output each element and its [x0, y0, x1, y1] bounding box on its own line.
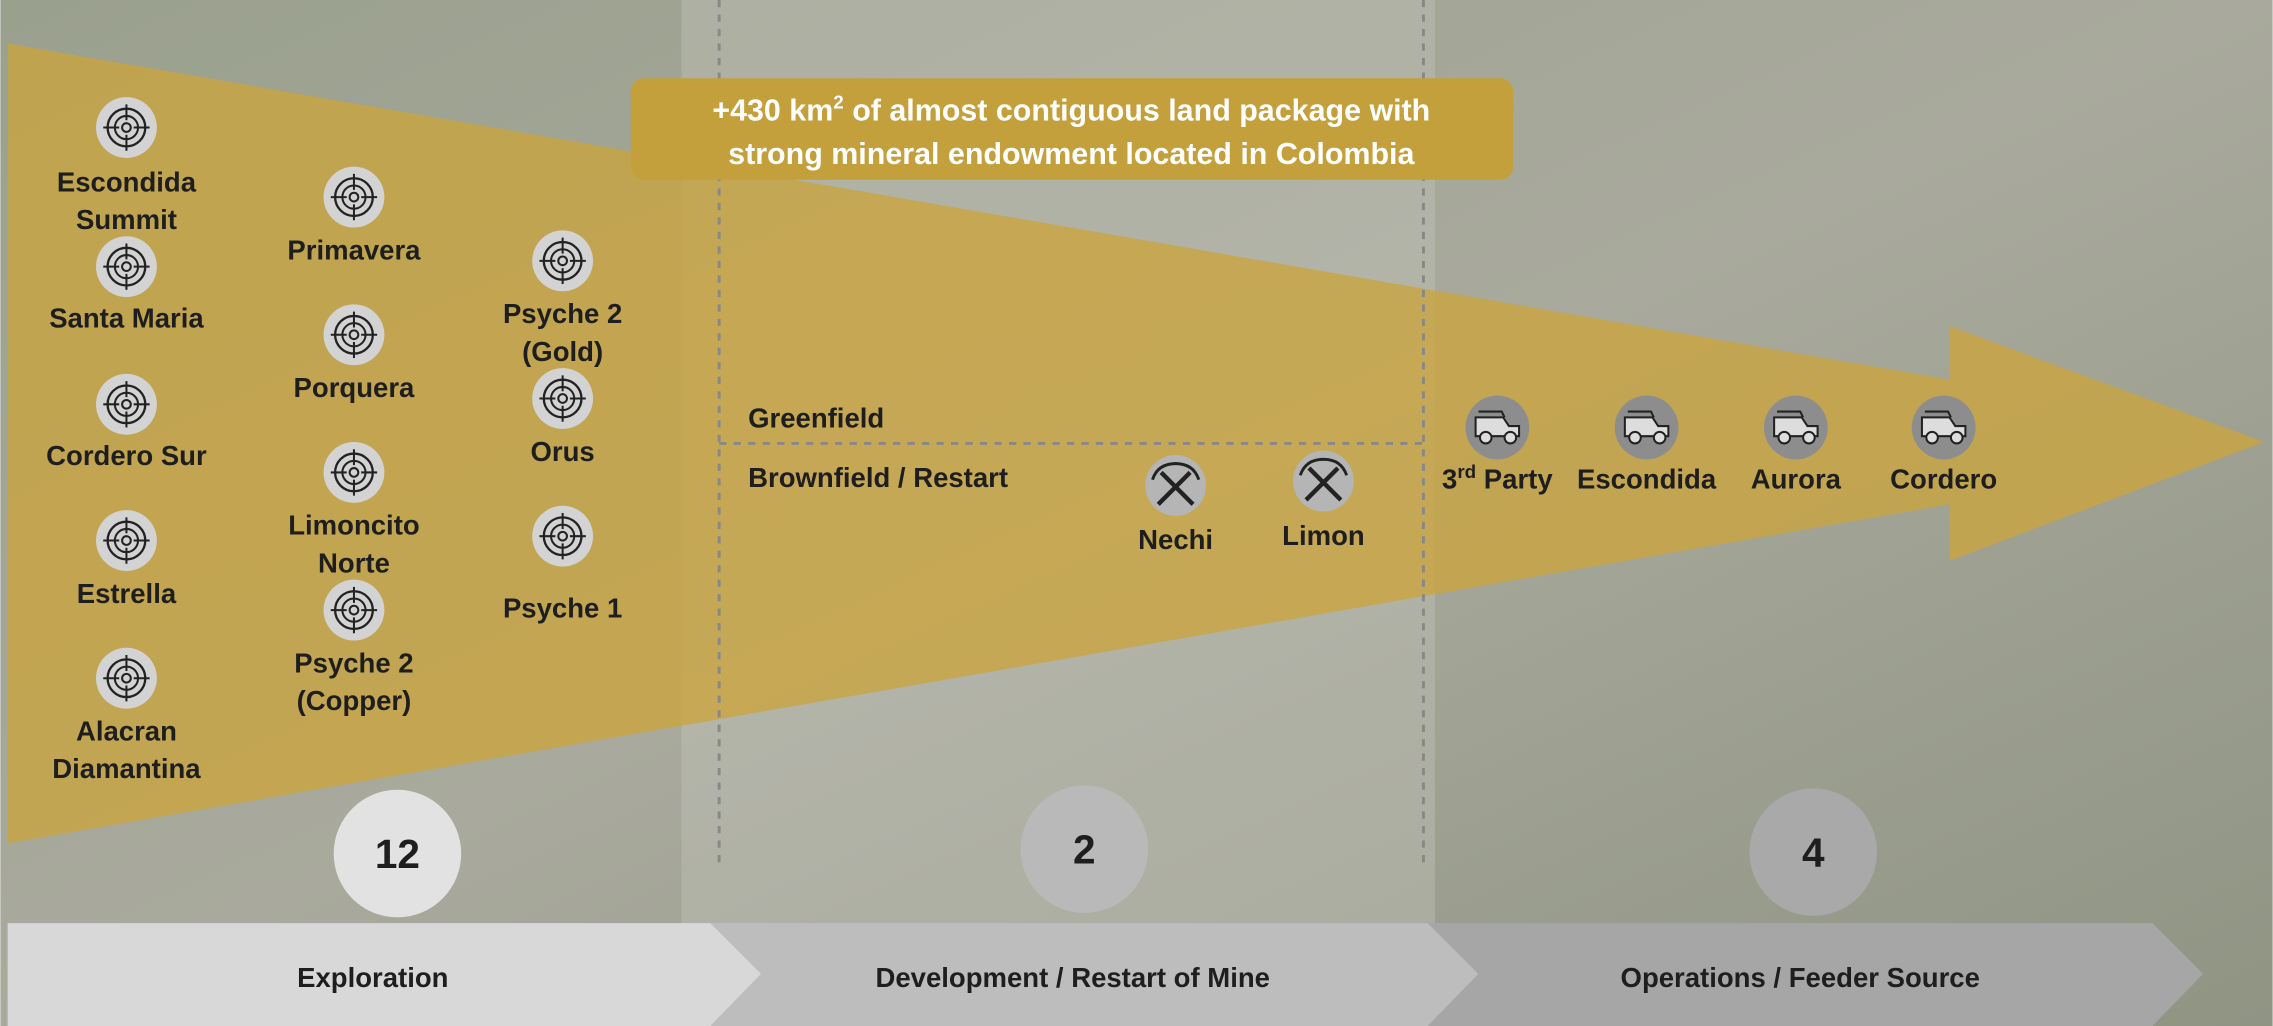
site-label-part: Aurora	[1751, 463, 1842, 494]
site-label-part: 3	[1442, 463, 1457, 494]
stage-label: Operations / Feeder Source	[1621, 962, 1980, 993]
target-label: Porquera	[294, 372, 415, 403]
icon	[96, 510, 157, 571]
page: +430 km2 of almost contiguous land packa…	[0, 0, 2273, 1026]
site-label: Limon	[1282, 520, 1365, 551]
stage-label: Exploration	[297, 962, 448, 993]
icon	[1615, 396, 1679, 460]
headline-text: +430 km	[712, 93, 833, 127]
headline-text: of almost contiguous land package with	[844, 93, 1431, 127]
icon	[532, 506, 593, 567]
target-label: Cordero Sur	[46, 440, 207, 471]
site-label-part: Party	[1476, 463, 1553, 494]
icon	[324, 304, 385, 365]
site-label-part: rd	[1457, 461, 1476, 482]
greenfield-label: Greenfield	[748, 403, 884, 434]
target-label: Summit	[76, 204, 177, 235]
count: 4	[1802, 830, 1825, 876]
brownfield-label: Brownfield / Restart	[748, 462, 1008, 493]
icon	[96, 97, 157, 158]
icon	[1764, 396, 1828, 460]
slide: +430 km2 of almost contiguous land packa…	[0, 0, 2273, 1026]
stage-label: Development / Restart of Mine	[876, 962, 1270, 993]
target-label: Norte	[318, 547, 390, 578]
icon	[1293, 451, 1354, 512]
icon	[532, 368, 593, 429]
target-label: Psyche 2	[503, 298, 622, 329]
target-label: Estrella	[77, 578, 177, 609]
icon	[96, 374, 157, 435]
target-label: Psyche 2	[294, 647, 413, 678]
icon	[1912, 396, 1976, 460]
site-label: Nechi	[1138, 524, 1213, 555]
site-label: Escondida	[1577, 463, 1717, 494]
target-label: Diamantina	[52, 753, 201, 784]
icon	[1145, 455, 1206, 516]
target-label: Orus	[531, 436, 595, 467]
icon	[324, 167, 385, 228]
target-label: (Copper)	[297, 685, 412, 716]
icon	[324, 580, 385, 641]
site-label-part: Cordero	[1890, 463, 1997, 494]
headline: +430 km2 of almost contiguous land packa…	[712, 92, 1430, 128]
icon	[96, 648, 157, 709]
target-label: Primavera	[287, 234, 421, 265]
icon	[324, 442, 385, 503]
target-label: Limoncito	[288, 510, 419, 541]
target-label: Santa Maria	[49, 303, 204, 334]
headline-sup: 2	[833, 92, 843, 113]
target-label: (Gold)	[522, 336, 603, 367]
icon	[1465, 396, 1529, 460]
count: 12	[375, 831, 420, 877]
headline: strong mineral endowment located in Colo…	[728, 137, 1415, 171]
site-label: Aurora	[1751, 463, 1842, 494]
site-label-part: Escondida	[1577, 463, 1717, 494]
icon	[96, 236, 157, 297]
target-label: Escondida	[57, 166, 197, 197]
target-label: Psyche 1	[503, 592, 622, 623]
target-label: Alacran	[76, 716, 177, 747]
icon	[532, 230, 593, 291]
site-label: Cordero	[1890, 463, 1997, 494]
count: 2	[1073, 827, 1096, 873]
